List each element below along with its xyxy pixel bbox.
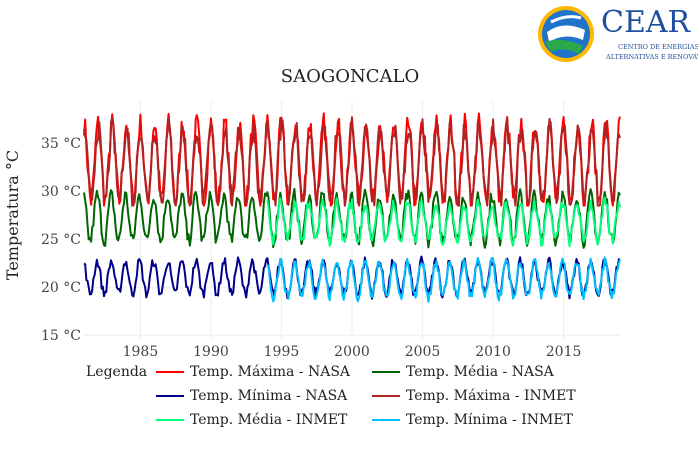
y-tick-label: 15 °C: [41, 328, 81, 344]
cear-logo: CEAR CENTRO DE ENERGIAS ALTERNATIVAS E R…: [538, 5, 698, 62]
legend-label: Temp. Média - NASA: [406, 364, 554, 380]
x-tick-label: 2000: [334, 344, 370, 360]
x-axis-ticks: 1985 1990 1995 2000 2005 2010 2015: [123, 344, 582, 360]
globe-icon: [538, 6, 594, 62]
series-line-5: [266, 196, 621, 248]
y-axis-label: Temperatura °C: [3, 150, 22, 280]
legend: Legenda Temp. Máxima - NASA Temp. Média …: [86, 361, 606, 441]
series-layer: [83, 112, 621, 303]
legend-item-min-nasa[interactable]: Temp. Mínima - NASA: [156, 388, 347, 404]
x-tick-label: 1990: [193, 344, 229, 360]
y-tick-label: 20 °C: [41, 280, 81, 296]
legend-item-max-inmet[interactable]: Temp. Máxima - INMET: [372, 388, 576, 404]
y-axis-ticks: 15 °C 20 °C 25 °C 30 °C 35 °C: [41, 136, 81, 344]
logo-brand: CEAR: [601, 5, 692, 40]
legend-item-max-nasa[interactable]: Temp. Máxima - NASA: [156, 364, 350, 380]
logo-line1: CENTRO DE ENERGIAS: [618, 43, 698, 51]
legend-swatch: [372, 419, 400, 421]
series-line-4: [83, 116, 621, 207]
legend-swatch: [156, 419, 184, 421]
legend-item-mean-nasa[interactable]: Temp. Média - NASA: [372, 364, 554, 380]
legend-label: Temp. Mínima - INMET: [406, 412, 573, 428]
y-tick-label: 25 °C: [41, 232, 81, 248]
legend-swatch: [372, 395, 400, 397]
legend-swatch: [372, 371, 400, 373]
chart-title: SAOGONCALO: [281, 66, 419, 87]
legend-label: Temp. Máxima - NASA: [190, 364, 351, 380]
legend-item-min-inmet[interactable]: Temp. Mínima - INMET: [372, 412, 573, 428]
y-tick-label: 35 °C: [41, 136, 81, 152]
x-tick-label: 2005: [405, 344, 441, 360]
logo-line2: ALTERNATIVAS E RENOVÁVEIS: [605, 52, 698, 61]
legend-label: Temp. Média - INMET: [190, 412, 348, 428]
x-tick-label: 1985: [123, 344, 159, 360]
legend-swatch: [156, 395, 184, 397]
series-line-6: [266, 256, 621, 303]
legend-label: Temp. Máxima - INMET: [406, 388, 576, 404]
legend-title: Legenda: [86, 364, 148, 380]
x-tick-label: 1995: [264, 344, 300, 360]
y-tick-label: 30 °C: [41, 184, 81, 200]
legend-label: Temp. Mínima - NASA: [190, 388, 348, 404]
x-tick-label: 2015: [546, 344, 582, 360]
legend-item-mean-inmet[interactable]: Temp. Média - INMET: [156, 412, 347, 428]
legend-swatch: [156, 371, 184, 373]
x-tick-label: 2010: [475, 344, 511, 360]
